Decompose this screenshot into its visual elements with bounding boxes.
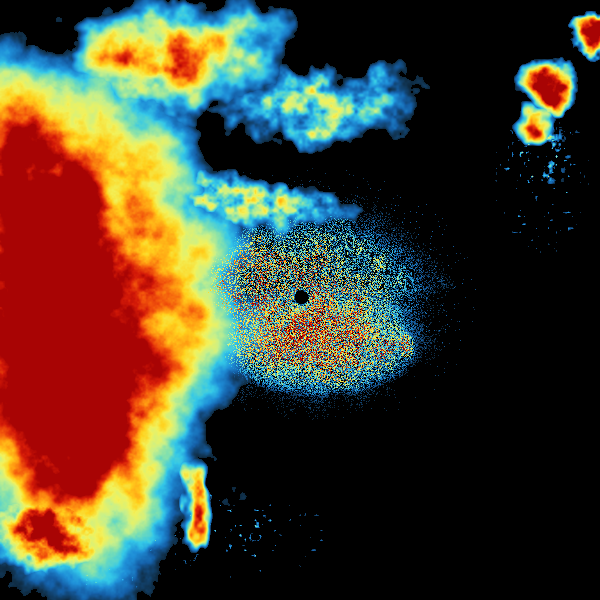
radar-reflectivity-canvas [0,0,600,600]
radar-image-container [0,0,600,600]
